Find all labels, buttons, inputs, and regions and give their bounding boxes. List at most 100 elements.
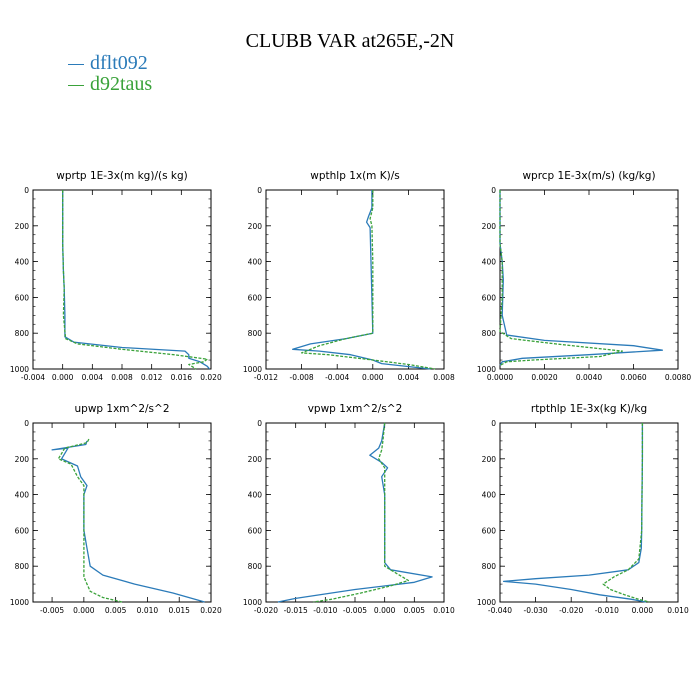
x-tick-label: 0.010 — [433, 606, 455, 615]
x-tick-label: 0.016 — [171, 373, 193, 382]
y-tick-label: 0 — [491, 419, 496, 428]
plot-frame — [265, 422, 445, 603]
chart-title: wprtp 1E-3x(m kg)/(s kg) — [56, 170, 187, 182]
x-tick-label: -0.010 — [313, 606, 337, 615]
legend-item-dflt092: dflt092 — [68, 52, 148, 75]
x-tick-label: 0.020 — [200, 373, 222, 382]
series-line-dflt092 — [51, 440, 205, 603]
y-tick-label: 600 — [482, 526, 497, 535]
chart-title: wpthlp 1x(m K)/s — [310, 170, 400, 182]
y-tick-label: 800 — [15, 562, 30, 571]
chart-panel-5: rtpthlp 1E-3x(kg K)/kg02004006008001000-… — [477, 403, 689, 615]
x-tick-label: -0.004 — [21, 373, 45, 382]
series-line-dflt092 — [292, 190, 431, 370]
x-tick-label: 0.005 — [105, 606, 127, 615]
chart-panel-1: wpthlp 1x(m K)/s 0 200 400 600 800 1000-0.012 -… — [243, 170, 455, 382]
y-tick-label: 0 — [24, 186, 29, 195]
legend-label: dflt092 — [90, 52, 148, 74]
x-tick-label: -0.004 — [325, 373, 349, 382]
x-tick-label: 0.000 — [73, 606, 95, 615]
x-tick-label: 0.010 — [667, 606, 689, 615]
legend-swatch — [68, 84, 84, 87]
series-line-dflt092 — [499, 190, 664, 366]
chart-title: upwp 1xm^2/s^2 — [75, 403, 170, 415]
chart-panel-3: upwp 1xm^2/s^2 0 200 400 600 800 1000 -0.005 0.0… — [10, 403, 222, 615]
y-tick-label: 600 — [15, 293, 30, 302]
x-tick-label: 0.000 — [374, 606, 396, 615]
y-tick-label: 400 — [248, 258, 263, 267]
y-tick-label: 600 — [15, 526, 30, 535]
y-tick-label: 400 — [482, 491, 497, 500]
y-tick-label: 600 — [248, 526, 263, 535]
y-tick-label: 200 — [482, 222, 497, 231]
chart-title: rtpthlp 1E-3x(kg K)/kg — [531, 403, 647, 415]
series-line-dflt092 — [502, 423, 647, 603]
y-tick-label: 0 — [491, 186, 496, 195]
x-tick-label: 0.0080 — [665, 373, 691, 382]
x-tick-label: 0.004 — [398, 373, 420, 382]
y-tick-label: 200 — [248, 222, 263, 231]
chart-title: vpwp 1xm^2/s^2 — [308, 403, 403, 415]
y-tick-label: 200 — [482, 455, 497, 464]
x-tick-label: 0.010 — [137, 606, 159, 615]
x-tick-label: -0.020 — [254, 606, 278, 615]
x-tick-label: 0.0000 — [487, 373, 513, 382]
y-tick-label: 1000 — [243, 598, 262, 607]
x-tick-label: 0.008 — [111, 373, 133, 382]
plot-frame — [32, 422, 212, 603]
series-line-d92taus — [499, 190, 624, 366]
y-tick-label: 0 — [24, 419, 29, 428]
x-tick-label: 0.000 — [632, 606, 654, 615]
x-tick-label: -0.030 — [524, 606, 548, 615]
x-tick-label: -0.012 — [254, 373, 278, 382]
legend-swatch — [68, 63, 84, 66]
plot-frame — [32, 189, 212, 370]
y-tick-label: 400 — [482, 258, 497, 267]
chart-panel-0: wprtp 1E-3x(m kg)/(s kg) 0 200 400 600 800 100… — [10, 170, 222, 382]
page-title: CLUBB VAR at265E,-2N — [245, 30, 455, 52]
y-tick-label: 800 — [248, 329, 263, 338]
y-tick-label: 1000 — [477, 365, 496, 374]
plot-frame — [499, 189, 679, 370]
x-tick-label: 0.020 — [200, 606, 222, 615]
y-tick-label: 800 — [482, 329, 497, 338]
y-tick-label: 0 — [257, 419, 262, 428]
chart-title: wprcp 1E-3x(m/s) (kg/kg) — [522, 170, 655, 182]
x-tick-label: -0.008 — [290, 373, 314, 382]
series-line-dflt092 — [277, 422, 433, 603]
series-line-dflt092 — [62, 190, 211, 370]
y-tick-label: 1000 — [477, 598, 496, 607]
series-line-d92taus — [57, 438, 123, 603]
y-tick-label: 200 — [248, 455, 263, 464]
y-tick-label: 400 — [15, 491, 30, 500]
x-tick-label: 0.004 — [82, 373, 104, 382]
x-tick-label: -0.040 — [488, 606, 512, 615]
y-tick-label: 600 — [248, 293, 263, 302]
y-tick-label: 600 — [482, 293, 497, 302]
y-tick-label: 400 — [248, 491, 263, 500]
x-tick-label: -0.010 — [595, 606, 619, 615]
x-tick-label: 0.012 — [141, 373, 163, 382]
plot-frame — [265, 189, 445, 370]
chart-panel-4: vpwp 1xm^2/s^2 0 200 400 600 800 1000-0.020 -0.… — [243, 403, 455, 615]
x-tick-label: 0.0040 — [576, 373, 602, 382]
y-tick-label: 400 — [15, 258, 30, 267]
legend-label: d92taus — [90, 73, 153, 95]
x-tick-label: 0.000 — [362, 373, 384, 382]
x-tick-label: -0.015 — [284, 606, 308, 615]
x-tick-label: -0.020 — [559, 606, 583, 615]
y-tick-label: 1000 — [10, 365, 29, 374]
x-tick-label: -0.005 — [343, 606, 367, 615]
chart-panel-2: wprcp 1E-3x(m/s) (kg/kg) 0 200 400 600 800 100… — [477, 170, 691, 382]
series-line-d92taus — [62, 190, 208, 370]
x-tick-label: -0.005 — [40, 606, 64, 615]
x-tick-label: 0.005 — [404, 606, 426, 615]
x-tick-label: 0.000 — [52, 373, 74, 382]
y-tick-label: 800 — [248, 562, 263, 571]
legend-item-d92taus: d92taus — [68, 73, 152, 96]
series-line-d92taus — [313, 422, 410, 603]
y-tick-label: 0 — [257, 186, 262, 195]
x-tick-label: 0.015 — [168, 606, 190, 615]
y-tick-label: 800 — [482, 562, 497, 571]
